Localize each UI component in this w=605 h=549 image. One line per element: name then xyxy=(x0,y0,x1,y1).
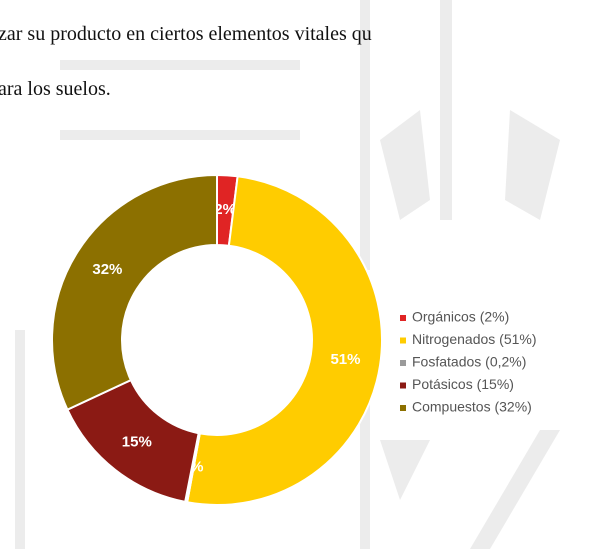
legend-label: Compuestos (32%) xyxy=(412,399,532,415)
doc-text: zar su producto en ciertos elementos vit… xyxy=(0,23,372,45)
legend-label: Fosfatados (0,2%) xyxy=(412,354,526,370)
slice xyxy=(51,173,218,411)
legend-swatch xyxy=(400,360,406,366)
legend-label: Orgánicos (2%) xyxy=(412,309,509,325)
legend-swatch xyxy=(400,405,406,411)
legend-label: Potásicos (15%) xyxy=(412,376,514,392)
watermark xyxy=(15,0,560,549)
donut-chart: 2%51%0%15%32%Orgánicos (2%)Nitrogenados … xyxy=(51,173,537,506)
slice xyxy=(185,175,383,506)
legend-swatch xyxy=(400,337,406,344)
data-label: 2% xyxy=(214,201,236,218)
data-label: 15% xyxy=(122,433,152,450)
doc-text: ara los suelos. xyxy=(0,78,111,100)
legend-label: Nitrogenados (51%) xyxy=(412,331,537,347)
data-label: 32% xyxy=(92,261,122,278)
legend-swatch xyxy=(400,382,406,389)
legend-swatch xyxy=(400,315,406,321)
data-label: 51% xyxy=(330,351,360,368)
